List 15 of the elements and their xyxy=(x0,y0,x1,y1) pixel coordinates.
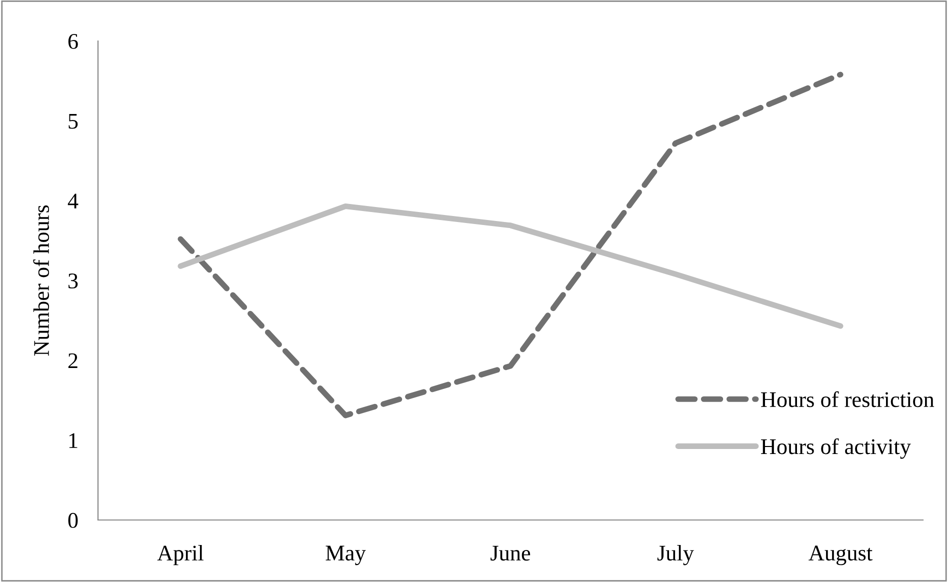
x-tick-label: July xyxy=(657,545,694,566)
x-tick-label: June xyxy=(490,546,530,561)
y-tick-label: 6 xyxy=(68,34,78,49)
y-tick-label: 5 xyxy=(68,114,78,129)
x-tick-label: May xyxy=(326,546,366,566)
y-tick-label: 4 xyxy=(68,194,78,208)
y-tick-label: 0 xyxy=(68,512,78,528)
y-tick-label: 2 xyxy=(68,353,78,368)
y-tick-label: 1 xyxy=(69,433,78,448)
legend-label: Hours of activity xyxy=(761,438,911,459)
y-tick-label: 3 xyxy=(68,273,78,288)
x-tick-label: April xyxy=(157,545,204,566)
y-axis-title: Number of hours xyxy=(33,205,50,356)
x-tick-label: August xyxy=(808,546,872,566)
legend-label: Hours of restriction xyxy=(761,391,934,408)
